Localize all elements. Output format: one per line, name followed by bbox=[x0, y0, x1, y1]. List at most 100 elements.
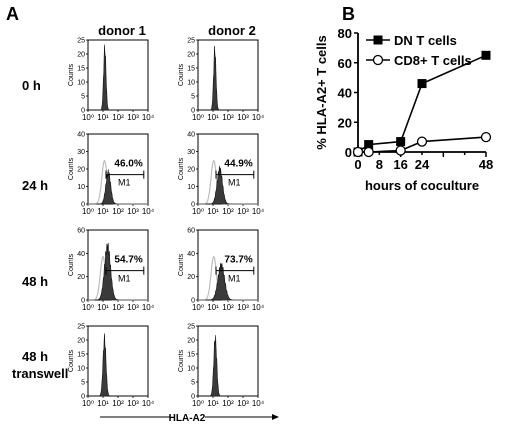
row-label-48h-transwell: 48 h bbox=[22, 349, 48, 364]
histogram-frame bbox=[197, 229, 259, 301]
y-axis-label: Counts bbox=[68, 63, 75, 86]
x-tick-label: 10⁴ bbox=[252, 207, 265, 216]
cd8-t-cells-point bbox=[363, 146, 374, 158]
x-tick-label: 10¹ bbox=[207, 303, 219, 312]
stained-histogram bbox=[198, 45, 258, 111]
y-tick-label: 20 bbox=[338, 115, 352, 130]
x-tick-label: 10¹ bbox=[97, 303, 109, 312]
x-tick-label: 10³ bbox=[127, 207, 139, 216]
histogram-panel-r1-d2: 0 10 20 30 40 Counts 10⁰ 10¹ 10² 10³ 10⁴ M1 44.9% bbox=[178, 132, 265, 217]
x-tick-label: 10⁴ bbox=[142, 113, 155, 122]
x-tick-label: 10² bbox=[222, 399, 234, 408]
y-axis-title: % HLA-A2+ T cells bbox=[314, 35, 329, 150]
x-tick-label: 10¹ bbox=[207, 207, 219, 216]
cd8-t-cells-point bbox=[480, 131, 492, 143]
x-tick-label: 10⁴ bbox=[142, 207, 155, 216]
x-tick-label: 10² bbox=[222, 303, 234, 312]
histogram-frame bbox=[87, 229, 149, 301]
histogram-frame bbox=[197, 325, 259, 397]
y-tick-label: 0 bbox=[81, 298, 85, 305]
y-axis-label: Counts bbox=[68, 349, 75, 372]
y-tick-label: 80 bbox=[338, 26, 352, 41]
legend-square-icon bbox=[373, 35, 383, 45]
gate-percent-label: 54.7% bbox=[114, 255, 142, 266]
histogram-panel-r0-d1: 0 5 10 15 20 25 Counts 10⁰ 10¹ 10² 10³ 10⁴ bbox=[68, 38, 155, 123]
y-tick-label: 20 bbox=[77, 274, 85, 281]
stained-histogram bbox=[198, 263, 258, 301]
y-tick-label: 60 bbox=[77, 228, 85, 235]
legend-circle-icon bbox=[372, 54, 384, 66]
stained-histogram bbox=[198, 335, 258, 397]
y-tick-label: 40 bbox=[77, 132, 85, 139]
y-tick-label: 10 bbox=[77, 184, 85, 191]
x-tick-label: 10⁰ bbox=[82, 399, 94, 408]
x-tick-label: 10³ bbox=[127, 113, 139, 122]
y-tick-label: 5 bbox=[81, 380, 85, 387]
y-tick-label: 5 bbox=[191, 94, 195, 101]
histogram-frame bbox=[87, 133, 149, 205]
histogram-frame bbox=[87, 39, 149, 111]
x-tick-label: 8 bbox=[376, 157, 383, 172]
y-tick-label: 10 bbox=[187, 366, 195, 373]
y-tick-label: 5 bbox=[81, 94, 85, 101]
x-tick-label: 10² bbox=[112, 303, 124, 312]
y-tick-label: 40 bbox=[338, 86, 352, 101]
donor-2-title: donor 2 bbox=[208, 23, 256, 38]
stained-histogram bbox=[88, 242, 148, 301]
histogram-panel-r0-d2: 0 5 10 15 20 25 Counts 10⁰ 10¹ 10² 10³ 10⁴ bbox=[178, 38, 265, 123]
gate-m1-label: M1 bbox=[228, 178, 241, 188]
x-tick-label: 48 bbox=[479, 157, 493, 172]
y-tick-label: 40 bbox=[77, 251, 85, 258]
stained-histogram bbox=[88, 333, 148, 397]
x-tick-label: 10¹ bbox=[207, 399, 219, 408]
x-tick-label: 10¹ bbox=[97, 399, 109, 408]
row-label-24h: 24 h bbox=[22, 178, 48, 193]
y-tick-label: 30 bbox=[77, 149, 85, 156]
cd8-t-cells-point bbox=[395, 145, 406, 156]
x-tick-label: 10¹ bbox=[97, 207, 109, 216]
x-tick-label: 10⁰ bbox=[82, 207, 94, 216]
gate-percent-label: 44.9% bbox=[224, 159, 252, 170]
histogram-frame bbox=[87, 325, 149, 397]
x-tick-label: 10³ bbox=[237, 207, 249, 216]
y-tick-label: 20 bbox=[187, 52, 195, 59]
x-tick-label: 10⁴ bbox=[142, 303, 155, 312]
y-tick-label: 10 bbox=[77, 80, 85, 87]
x-tick-label: 10² bbox=[112, 113, 124, 122]
y-tick-label: 20 bbox=[77, 52, 85, 59]
stained-histogram bbox=[88, 44, 148, 111]
y-tick-label: 5 bbox=[191, 380, 195, 387]
donor-1-title: donor 1 bbox=[98, 23, 146, 38]
dn-t-cells-point bbox=[396, 137, 406, 147]
dn-t-cells-point bbox=[364, 140, 374, 150]
dn-t-cells-point bbox=[417, 79, 427, 89]
y-tick-label: 40 bbox=[187, 132, 195, 139]
y-tick-label: 20 bbox=[187, 338, 195, 345]
y-tick-label: 40 bbox=[187, 251, 195, 258]
histogram-panel-r2-d2: 0 20 40 60 Counts 10⁰ 10¹ 10² 10³ 10⁴ M1 73.7% bbox=[178, 228, 265, 313]
panel-b-label: B bbox=[342, 4, 355, 24]
y-axis-label: Counts bbox=[68, 157, 75, 180]
x-tick-label: 10¹ bbox=[97, 113, 109, 122]
hla-axis-arrow-icon bbox=[272, 414, 279, 420]
row-label-48h: 48 h bbox=[22, 274, 48, 289]
y-tick-label: 15 bbox=[77, 352, 85, 359]
x-tick-label: 10³ bbox=[237, 399, 249, 408]
x-tick-label: 10⁰ bbox=[192, 303, 204, 312]
dn-t-cells-point bbox=[481, 50, 491, 60]
y-tick-label: 20 bbox=[77, 167, 85, 174]
y-tick-label: 20 bbox=[187, 274, 195, 281]
y-tick-label: 0 bbox=[191, 298, 195, 305]
y-tick-label: 10 bbox=[187, 80, 195, 87]
panel-a-label: A bbox=[6, 4, 19, 24]
row-sublabel-transwell: transwell bbox=[12, 366, 68, 381]
y-tick-label: 25 bbox=[77, 324, 85, 331]
y-tick-label: 25 bbox=[187, 38, 195, 45]
x-tick-label: 0 bbox=[354, 157, 361, 172]
legend-label-0: DN T cells bbox=[394, 33, 457, 48]
y-tick-label: 0 bbox=[81, 394, 85, 401]
row-label-0h: 0 h bbox=[22, 78, 41, 93]
